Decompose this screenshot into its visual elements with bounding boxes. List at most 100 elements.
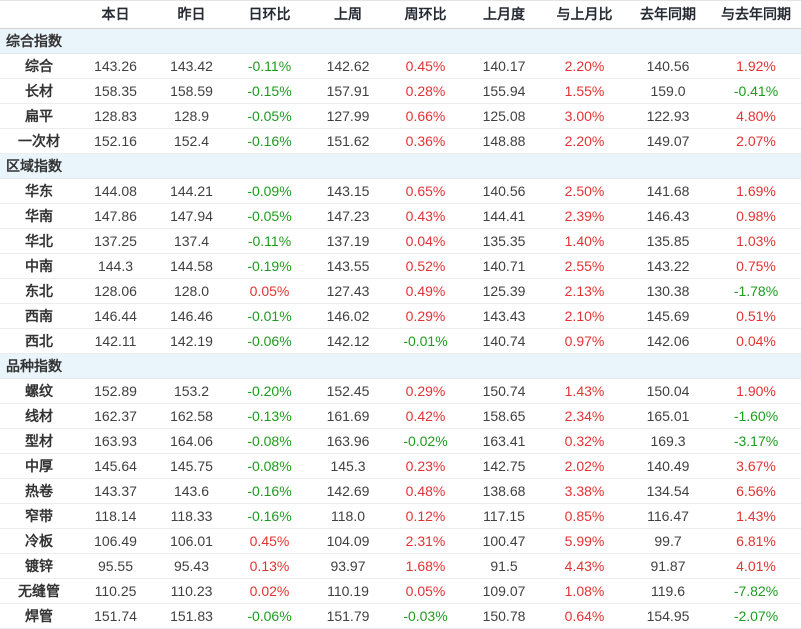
cell-value: 0.05% [230,278,309,304]
cell-value: 2.20% [544,53,625,79]
cell-value: 2.13% [544,278,625,304]
cell-value: 128.06 [78,278,153,304]
cell-value: 135.35 [464,228,544,254]
table-row: 中厚 145.64 145.75 -0.08% 145.3 0.23% 142.75 2.02… [0,453,801,479]
cell-value: -0.15% [230,78,309,104]
table-body: 综合指数 综合 143.26 143.42 -0.11% 142.62 0.45% 140.1… [0,28,801,629]
column-header: 日环比 [230,0,309,29]
table-row: 东北 128.06 128.0 0.05% 127.43 0.49% 125.39 2.13%… [0,278,801,304]
cell-value: 0.64% [544,603,625,629]
cell-value: 134.54 [625,478,711,504]
cell-value: 157.91 [309,78,387,104]
cell-value: 99.7 [625,528,711,554]
cell-value: 147.86 [78,203,153,229]
column-header: 与上月比 [544,0,625,29]
cell-value: 144.08 [78,178,153,204]
cell-value: 4.43% [544,553,625,579]
cell-value: 140.71 [464,253,544,279]
cell-value: 0.65% [387,178,464,204]
cell-value: 137.19 [309,228,387,254]
cell-value: 144.58 [153,253,230,279]
cell-value: 142.62 [309,53,387,79]
cell-value: 146.46 [153,303,230,329]
column-header: 昨日 [153,0,230,29]
cell-value: -0.05% [230,203,309,229]
row-label: 西南 [0,303,78,329]
row-label: 综合 [0,53,78,79]
cell-value: 152.16 [78,128,153,154]
table-row: 焊管 151.74 151.83 -0.06% 151.79 -0.03% 150.78 0.… [0,603,801,629]
row-label: 焊管 [0,603,78,629]
cell-value: 0.29% [387,303,464,329]
cell-value: 122.93 [625,103,711,129]
row-label: 热卷 [0,478,78,504]
column-header: 本日 [78,0,153,29]
cell-value: 0.45% [230,528,309,554]
cell-value: 2.02% [544,453,625,479]
cell-value: 128.0 [153,278,230,304]
table-row: 冷板 106.49 106.01 0.45% 104.09 2.31% 100.47 5.99… [0,528,801,554]
cell-value: 0.05% [387,578,464,604]
table-row: 螺纹 152.89 153.2 -0.20% 152.45 0.29% 150.74 1.43… [0,378,801,404]
row-label: 冷板 [0,528,78,554]
cell-value: 109.07 [464,578,544,604]
header-row: 本日 昨日 日环比 上周 周环比 上月度 与上月比 去年同期 与去年同期 [0,0,801,29]
cell-value: 140.56 [464,178,544,204]
cell-value: 118.0 [309,503,387,529]
cell-value: 140.17 [464,53,544,79]
table-row: 型材 163.93 164.06 -0.08% 163.96 -0.02% 163.41 0.… [0,428,801,454]
cell-value: 0.75% [711,253,801,279]
cell-value: 110.23 [153,578,230,604]
cell-value: 117.15 [464,503,544,529]
cell-value: 0.97% [544,328,625,354]
cell-value: 155.94 [464,78,544,104]
cell-value: 0.42% [387,403,464,429]
cell-value: -0.13% [230,403,309,429]
cell-value: 128.9 [153,103,230,129]
cell-value: 3.38% [544,478,625,504]
cell-value: -0.05% [230,103,309,129]
cell-value: -0.01% [387,328,464,354]
cell-value: 2.10% [544,303,625,329]
row-label: 型材 [0,428,78,454]
cell-value: 1.55% [544,78,625,104]
column-header: 周环比 [387,0,464,29]
cell-value: 146.44 [78,303,153,329]
row-label: 长材 [0,78,78,104]
row-label: 华南 [0,203,78,229]
cell-value: 158.65 [464,403,544,429]
table-row: 综合 143.26 143.42 -0.11% 142.62 0.45% 140.17 2.2… [0,53,801,79]
cell-value: 130.38 [625,278,711,304]
table-row: 华南 147.86 147.94 -0.05% 147.23 0.43% 144.41 2.3… [0,203,801,229]
cell-value: 143.15 [309,178,387,204]
cell-value: 1.03% [711,228,801,254]
row-label: 镀锌 [0,553,78,579]
cell-value: 91.5 [464,553,544,579]
cell-value: 0.49% [387,278,464,304]
table-row: 一次材 152.16 152.4 -0.16% 151.62 0.36% 148.88 2.2… [0,128,801,154]
cell-value: 138.68 [464,478,544,504]
cell-value: -0.16% [230,128,309,154]
cell-value: 137.25 [78,228,153,254]
cell-value: 0.28% [387,78,464,104]
cell-value: 159.0 [625,78,711,104]
cell-value: 95.43 [153,553,230,579]
row-label: 一次材 [0,128,78,154]
cell-value: 0.29% [387,378,464,404]
cell-value: 2.50% [544,178,625,204]
cell-value: 125.39 [464,278,544,304]
table-row: 热卷 143.37 143.6 -0.16% 142.69 0.48% 138.68 3.38… [0,478,801,504]
cell-value: 151.74 [78,603,153,629]
cell-value: 2.55% [544,253,625,279]
cell-value: -2.07% [711,603,801,629]
cell-value: 0.36% [387,128,464,154]
cell-value: -0.01% [230,303,309,329]
cell-value: -3.17% [711,428,801,454]
cell-value: -0.06% [230,328,309,354]
row-label: 扁平 [0,103,78,129]
row-label: 螺纹 [0,378,78,404]
section-header-row: 品种指数 [0,353,801,379]
cell-value: 127.99 [309,103,387,129]
cell-value: 2.34% [544,403,625,429]
